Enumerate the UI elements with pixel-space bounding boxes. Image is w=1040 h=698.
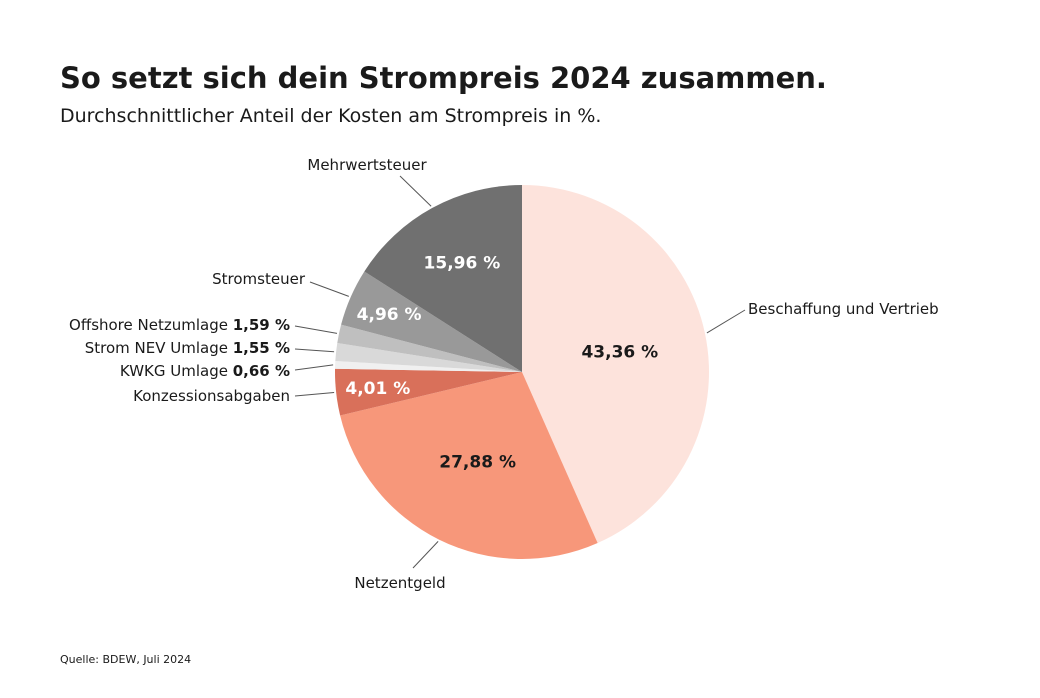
pie-slice	[340, 372, 598, 560]
pie-slice	[337, 324, 522, 372]
value-label: 43,36 %	[581, 342, 658, 362]
pie-slice	[341, 271, 522, 372]
category-label: KWKG Umlage	[120, 362, 228, 380]
source: Quelle: BDEW, Juli 2024	[60, 653, 191, 666]
pie-slice	[335, 361, 522, 372]
pie-slice	[335, 368, 522, 416]
leader-line	[399, 175, 432, 207]
category-label: Mehrwertsteuer	[307, 156, 427, 174]
category-label: Netzentgeld	[354, 574, 445, 592]
leader-line	[706, 309, 746, 334]
chart-title: So setzt sich dein Strompreis 2024 zusam…	[60, 61, 827, 95]
category-label: Offshore Netzumlage	[69, 316, 228, 334]
leader-line	[294, 392, 335, 397]
leader-line	[412, 541, 439, 569]
category-label-group: Offshore Netzumlage 1,59 %	[69, 316, 290, 334]
pie-slice	[364, 185, 522, 372]
leader-line	[294, 364, 334, 371]
leader-line	[309, 281, 349, 297]
category-label: Konzessionsabgaben	[133, 387, 290, 405]
category-label: Beschaffung und Vertrieb	[748, 300, 939, 318]
leader-line	[294, 348, 335, 353]
category-label: Stromsteuer	[212, 270, 306, 288]
value-label: 15,96 %	[424, 253, 501, 273]
chart-subtitle: Durchschnittlicher Anteil der Kosten am …	[60, 105, 601, 127]
value-label: 1,59 %	[233, 316, 290, 334]
category-label: Strom NEV Umlage	[85, 339, 228, 357]
value-label: 1,55 %	[233, 339, 290, 357]
pie-slice	[522, 185, 709, 544]
value-label: 4,01 %	[345, 379, 410, 399]
leader-line	[294, 325, 338, 334]
pie-slice	[335, 342, 522, 372]
category-label-group: Strom NEV Umlage 1,55 %	[85, 339, 290, 357]
value-label: 0,66 %	[233, 362, 290, 380]
category-label-group: KWKG Umlage 0,66 %	[120, 362, 290, 380]
value-label: 27,88 %	[439, 453, 516, 473]
value-label: 4,96 %	[357, 305, 422, 325]
